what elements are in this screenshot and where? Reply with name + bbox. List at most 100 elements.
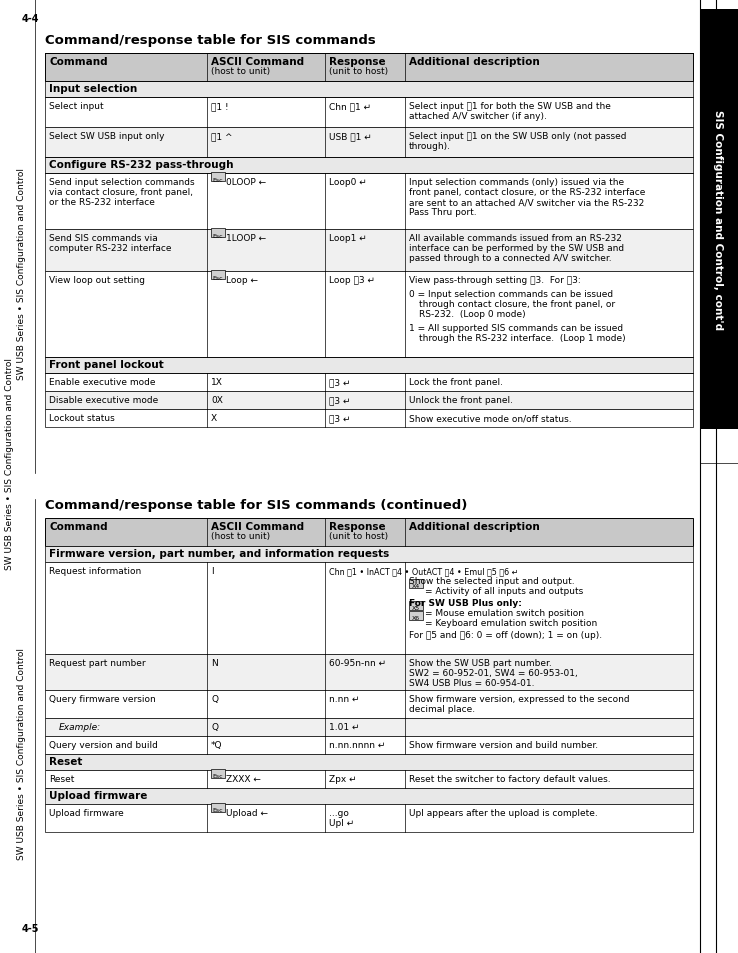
Text: View loop out setting: View loop out setting <box>49 275 145 285</box>
FancyBboxPatch shape <box>45 804 693 832</box>
Text: Query firmware version: Query firmware version <box>49 695 156 703</box>
Text: Enable executive mode: Enable executive mode <box>49 377 156 387</box>
Text: n.nn ↵: n.nn ↵ <box>329 695 359 703</box>
Text: 60-95n-nn ↵: 60-95n-nn ↵ <box>329 659 386 667</box>
Text: Esc: Esc <box>213 774 224 779</box>
Text: (host to unit): (host to unit) <box>211 532 270 540</box>
Text: Esc: Esc <box>213 177 224 182</box>
Text: 1.01 ↵: 1.01 ↵ <box>329 722 359 731</box>
FancyBboxPatch shape <box>45 690 693 719</box>
Text: Chn ⓧ1 ↵: Chn ⓧ1 ↵ <box>329 102 371 111</box>
Text: 4-5: 4-5 <box>21 923 39 933</box>
Text: SW4 USB Plus = 60-954-01.: SW4 USB Plus = 60-954-01. <box>409 679 534 687</box>
Text: passed through to a connected A/V switcher.: passed through to a connected A/V switch… <box>409 253 612 263</box>
Text: through the RS-232 interface.  (Loop 1 mode): through the RS-232 interface. (Loop 1 mo… <box>419 334 626 343</box>
Text: Reset: Reset <box>49 757 83 766</box>
Text: Upload firmware: Upload firmware <box>49 790 148 801</box>
Text: 1X: 1X <box>211 377 223 387</box>
Text: I: I <box>211 566 213 576</box>
Text: SW2 = 60-952-01, SW4 = 60-953-01,: SW2 = 60-952-01, SW4 = 60-953-01, <box>409 668 578 678</box>
Text: front panel, contact closure, or the RS-232 interface: front panel, contact closure, or the RS-… <box>409 188 645 196</box>
Text: Lockout status: Lockout status <box>49 414 114 422</box>
Text: ASCII Command: ASCII Command <box>211 57 304 67</box>
Text: Show the SW USB part number.: Show the SW USB part number. <box>409 659 552 667</box>
Text: SIS Configuration and Control, cont'd: SIS Configuration and Control, cont'd <box>713 110 723 330</box>
Text: Send SIS commands via: Send SIS commands via <box>49 233 158 243</box>
Text: Upl ↵: Upl ↵ <box>329 818 354 827</box>
Text: X5: X5 <box>412 606 420 611</box>
Text: (unit to host): (unit to host) <box>329 532 388 540</box>
FancyBboxPatch shape <box>45 357 693 374</box>
Text: Additional description: Additional description <box>409 57 539 67</box>
Text: Front panel lockout: Front panel lockout <box>49 359 164 370</box>
Text: All available commands issued from an RS-232: All available commands issued from an RS… <box>409 233 622 243</box>
Text: Loop ⓧ3 ↵: Loop ⓧ3 ↵ <box>329 275 375 285</box>
Text: Zpx ↵: Zpx ↵ <box>329 774 356 783</box>
Text: Show executive mode on/off status.: Show executive mode on/off status. <box>409 414 572 422</box>
Text: View pass-through setting ⓧ3.  For ⓧ3:: View pass-through setting ⓧ3. For ⓧ3: <box>409 275 581 285</box>
Text: N: N <box>211 659 218 667</box>
Text: Command/response table for SIS commands: Command/response table for SIS commands <box>45 34 376 47</box>
FancyBboxPatch shape <box>45 410 693 428</box>
Text: Show firmware version and build number.: Show firmware version and build number. <box>409 740 598 749</box>
Text: Example:: Example: <box>59 722 101 731</box>
Text: ...go: ...go <box>329 808 349 817</box>
Text: = Keyboard emulation switch position: = Keyboard emulation switch position <box>425 618 597 627</box>
Text: For SW USB Plus only:: For SW USB Plus only: <box>409 598 522 607</box>
Text: are sent to an attached A/V switcher via the RS-232: are sent to an attached A/V switcher via… <box>409 198 644 207</box>
Text: Query version and build: Query version and build <box>49 740 158 749</box>
Text: Response: Response <box>329 57 386 67</box>
Text: ⓧ1 ^: ⓧ1 ^ <box>211 132 232 141</box>
FancyBboxPatch shape <box>45 392 693 410</box>
FancyBboxPatch shape <box>45 128 693 158</box>
Text: Loop0 ↵: Loop0 ↵ <box>329 178 367 187</box>
Text: Esc: Esc <box>213 233 224 238</box>
Text: Command/response table for SIS commands (continued): Command/response table for SIS commands … <box>45 498 467 512</box>
Text: 4-4: 4-4 <box>21 14 39 24</box>
Text: Lock the front panel.: Lock the front panel. <box>409 377 503 387</box>
FancyBboxPatch shape <box>45 82 693 98</box>
Text: 0LOOP ←: 0LOOP ← <box>226 178 266 187</box>
Text: 1LOOP ←: 1LOOP ← <box>226 233 266 243</box>
Text: via contact closure, front panel,: via contact closure, front panel, <box>49 188 193 196</box>
Text: SW USB Series • SIS Configuration and Control: SW USB Series • SIS Configuration and Co… <box>5 357 15 569</box>
FancyBboxPatch shape <box>45 562 693 655</box>
Text: X6: X6 <box>412 616 420 620</box>
Text: (unit to host): (unit to host) <box>329 67 388 76</box>
Text: Upload ←: Upload ← <box>226 808 268 817</box>
Text: RS-232.  (Loop 0 mode): RS-232. (Loop 0 mode) <box>419 310 525 318</box>
Text: Upl appears after the upload is complete.: Upl appears after the upload is complete… <box>409 808 598 817</box>
Text: Configure RS-232 pass-through: Configure RS-232 pass-through <box>49 160 233 170</box>
Text: USB ⓧ1 ↵: USB ⓧ1 ↵ <box>329 132 372 141</box>
Text: ⓧ3 ↵: ⓧ3 ↵ <box>329 377 351 387</box>
Text: (host to unit): (host to unit) <box>211 67 270 76</box>
Text: Reset the switcher to factory default values.: Reset the switcher to factory default va… <box>409 774 610 783</box>
Text: X4: X4 <box>412 584 420 589</box>
Text: *Q: *Q <box>211 740 222 749</box>
FancyBboxPatch shape <box>45 546 693 562</box>
FancyBboxPatch shape <box>45 788 693 804</box>
Text: Select input ⓧ1 on the SW USB only (not passed: Select input ⓧ1 on the SW USB only (not … <box>409 132 627 141</box>
Text: 1 = All supported SIS commands can be issued: 1 = All supported SIS commands can be is… <box>409 324 623 333</box>
Text: Loop ←: Loop ← <box>226 275 258 285</box>
Text: X: X <box>211 414 217 422</box>
FancyBboxPatch shape <box>211 172 225 182</box>
Text: Request information: Request information <box>49 566 141 576</box>
Text: Disable executive mode: Disable executive mode <box>49 395 158 405</box>
FancyBboxPatch shape <box>45 374 693 392</box>
Text: Show firmware version, expressed to the second: Show firmware version, expressed to the … <box>409 695 630 703</box>
Text: Esc: Esc <box>213 275 224 280</box>
Text: Select input: Select input <box>49 102 103 111</box>
Text: Reset: Reset <box>49 774 75 783</box>
Text: n.nn.nnnn ↵: n.nn.nnnn ↵ <box>329 740 385 749</box>
Text: ⓧ3 ↵: ⓧ3 ↵ <box>329 414 351 422</box>
FancyBboxPatch shape <box>45 230 693 272</box>
Text: Response: Response <box>329 521 386 532</box>
FancyBboxPatch shape <box>409 612 423 620</box>
Text: or the RS-232 interface: or the RS-232 interface <box>49 198 155 207</box>
Text: For ⓧ5 and ⓧ6: 0 = off (down); 1 = on (up).: For ⓧ5 and ⓧ6: 0 = off (down); 1 = on (u… <box>409 630 602 639</box>
Text: SW USB Series • SIS Configuration and Control: SW USB Series • SIS Configuration and Co… <box>18 647 27 859</box>
Text: Show the selected input and output.: Show the selected input and output. <box>409 577 575 585</box>
FancyBboxPatch shape <box>45 158 693 173</box>
FancyBboxPatch shape <box>45 719 693 737</box>
